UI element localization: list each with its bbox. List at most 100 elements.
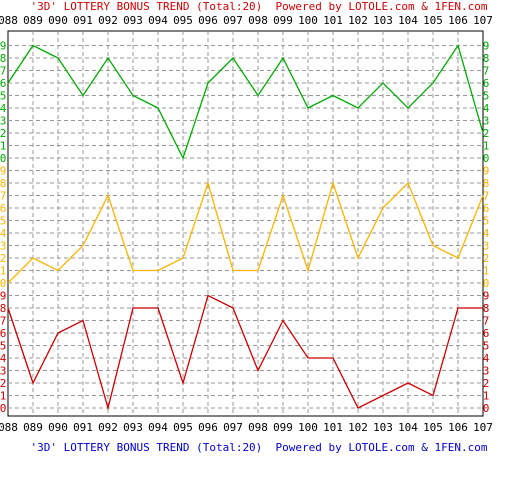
x-tick-label-top: 089 (23, 14, 43, 27)
y-tick-label-left: 0 (0, 277, 6, 290)
x-tick-label-top: 095 (173, 14, 193, 27)
x-tick-label-bottom: 092 (98, 421, 118, 434)
y-tick-label-left: 6 (0, 202, 6, 215)
y-tick-label-right: 2 (483, 377, 490, 390)
y-tick-label-right: 9 (483, 40, 490, 53)
x-tick-label-top: 097 (223, 14, 243, 27)
x-tick-label-bottom: 099 (273, 421, 293, 434)
x-tick-label-bottom: 095 (173, 421, 193, 434)
y-tick-label-right: 7 (483, 65, 490, 78)
x-tick-label-bottom: 097 (223, 421, 243, 434)
y-tick-label-right: 6 (483, 77, 490, 90)
x-tick-label-bottom: 098 (248, 421, 268, 434)
x-tick-label-top: 102 (348, 14, 368, 27)
x-tick-label-top: 093 (123, 14, 143, 27)
y-tick-label-right: 7 (483, 190, 490, 203)
x-tick-label-bottom: 090 (48, 421, 68, 434)
chart-title-top: '3D' LOTTERY BONUS TREND (Total:20) Powe… (30, 0, 488, 13)
y-tick-label-left: 6 (0, 327, 6, 340)
x-tick-label-top: 094 (148, 14, 168, 27)
y-tick-label-left: 8 (0, 52, 6, 65)
y-tick-label-right: 0 (483, 402, 490, 415)
x-tick-label-bottom: 091 (73, 421, 93, 434)
y-tick-label-right: 9 (483, 290, 490, 303)
y-tick-label-right: 7 (483, 315, 490, 328)
y-tick-label-left: 7 (0, 65, 6, 78)
y-tick-label-right: 6 (483, 327, 490, 340)
y-tick-label-right: 1 (483, 140, 490, 153)
y-tick-label-left: 3 (0, 240, 6, 253)
series-line-orange (7, 180, 484, 284)
y-tick-label-left: 2 (0, 252, 6, 265)
x-tick-label-top: 096 (198, 14, 218, 27)
series-line-red (7, 294, 483, 411)
y-tick-label-right: 4 (483, 227, 490, 240)
y-tick-label-left: 5 (0, 340, 6, 353)
y-tick-label-right: 4 (483, 352, 490, 365)
y-tick-label-right: 5 (483, 340, 490, 353)
x-tick-label-top: 105 (423, 14, 443, 27)
chart-frame (7, 30, 484, 417)
y-tick-label-right: 3 (483, 115, 490, 128)
x-tick-label-top: 103 (373, 14, 393, 27)
series-line-green (7, 43, 484, 160)
x-tick-label-bottom: 103 (373, 421, 393, 434)
y-tick-label-right: 9 (483, 165, 490, 178)
x-tick-label-bottom: 101 (323, 421, 343, 434)
y-tick-label-left: 0 (0, 152, 6, 165)
y-tick-label-left: 3 (0, 365, 6, 378)
y-tick-label-left: 9 (0, 165, 6, 178)
y-tick-label-left: 7 (0, 190, 6, 203)
y-tick-label-right: 0 (483, 152, 490, 165)
y-tick-label-right: 2 (483, 252, 490, 265)
x-tick-label-top: 088 (0, 14, 18, 27)
x-tick-label-bottom: 105 (423, 421, 443, 434)
y-tick-label-right: 3 (483, 365, 490, 378)
y-tick-label-right: 0 (483, 277, 490, 290)
y-tick-label-left: 9 (0, 40, 6, 53)
x-tick-label-bottom: 107 (473, 421, 493, 434)
x-tick-label-top: 098 (248, 14, 268, 27)
y-tick-label-right: 4 (483, 102, 490, 115)
y-tick-label-right: 6 (483, 202, 490, 215)
x-tick-label-bottom: 100 (298, 421, 318, 434)
y-tick-label-left: 4 (0, 227, 7, 240)
x-tick-label-bottom: 102 (348, 421, 368, 434)
x-tick-label-top: 091 (73, 14, 93, 27)
y-tick-label-left: 2 (0, 127, 6, 140)
y-tick-label-left: 5 (0, 90, 6, 103)
y-tick-label-right: 1 (483, 265, 490, 278)
y-tick-label-left: 0 (0, 402, 6, 415)
y-tick-label-right: 3 (483, 240, 490, 253)
y-tick-label-left: 7 (0, 315, 6, 328)
y-tick-label-left: 5 (0, 215, 6, 228)
y-tick-label-left: 1 (0, 140, 6, 153)
x-tick-label-bottom: 089 (23, 421, 43, 434)
x-tick-label-top: 099 (273, 14, 293, 27)
chart-title-bottom: '3D' LOTTERY BONUS TREND (Total:20) Powe… (30, 441, 488, 454)
x-tick-label-top: 092 (98, 14, 118, 27)
y-tick-label-right: 2 (483, 127, 490, 140)
x-tick-label-bottom: 096 (198, 421, 218, 434)
x-tick-label-bottom: 093 (123, 421, 143, 434)
x-tick-label-bottom: 104 (398, 421, 418, 434)
y-tick-label-left: 8 (0, 177, 6, 190)
y-tick-label-left: 2 (0, 377, 6, 390)
y-tick-label-right: 8 (483, 52, 490, 65)
y-tick-label-left: 9 (0, 290, 6, 303)
y-tick-label-right: 8 (483, 177, 490, 190)
x-tick-label-bottom: 088 (0, 421, 18, 434)
x-tick-label-top: 101 (323, 14, 343, 27)
y-tick-label-left: 3 (0, 115, 6, 128)
y-tick-label-left: 4 (0, 102, 7, 115)
y-tick-label-left: 6 (0, 77, 6, 90)
y-tick-label-right: 1 (483, 390, 490, 403)
y-tick-label-left: 8 (0, 302, 6, 315)
x-tick-label-top: 100 (298, 14, 318, 27)
y-tick-label-left: 1 (0, 390, 6, 403)
x-tick-label-top: 104 (398, 14, 418, 27)
x-tick-label-bottom: 094 (148, 421, 168, 434)
y-tick-label-right: 8 (483, 302, 490, 315)
y-tick-label-right: 5 (483, 215, 490, 228)
